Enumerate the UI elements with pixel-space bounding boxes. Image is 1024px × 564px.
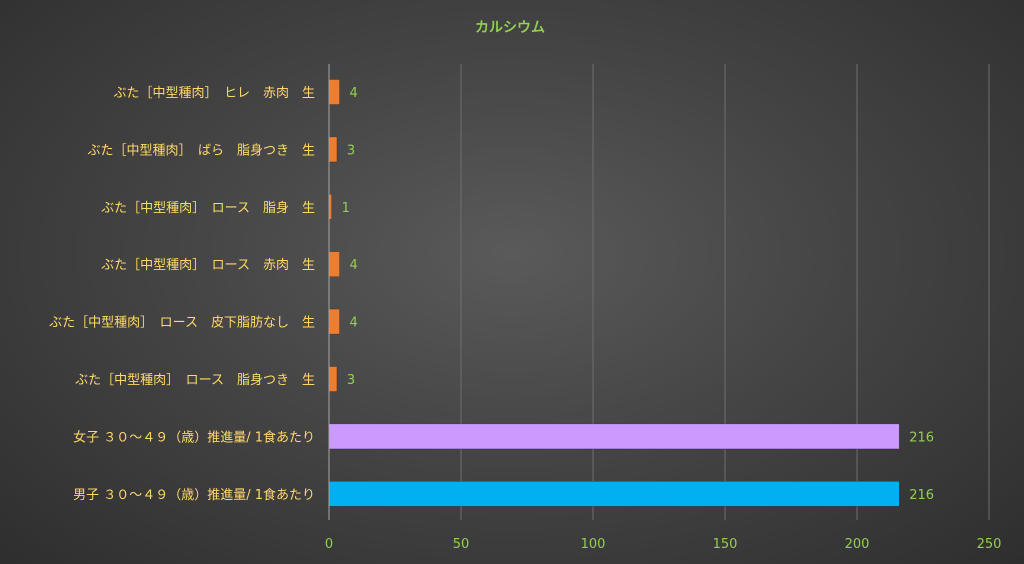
category-label: 女子 ３０～４９（歳）推進量/ 1食あたり [73, 429, 315, 445]
bar [328, 251, 340, 277]
x-tick-label: 100 [581, 537, 606, 552]
category-label: ぶた［中型種肉］ ロース 皮下脂肪なし 生 [49, 315, 315, 331]
category-labels: ぶた［中型種肉］ ヒレ 赤肉 生ぶた［中型種肉］ ばら 脂身つき 生ぶた［中型種… [49, 85, 315, 503]
bars [328, 79, 900, 507]
data-label: 3 [347, 143, 355, 158]
category-label: ぶた［中型種肉］ ロース 脂身つき 生 [75, 372, 315, 388]
bar [328, 366, 338, 392]
category-label: ぶた［中型種肉］ ヒレ 赤肉 生 [113, 85, 315, 101]
data-label: 3 [347, 373, 355, 388]
data-label: 4 [350, 86, 358, 101]
x-tick-label: 0 [325, 537, 333, 552]
data-labels: 4 3 1 4 4 3 216 216 [342, 86, 934, 503]
x-tick-label: 50 [453, 537, 470, 552]
bar [328, 136, 338, 163]
x-tick-label: 150 [713, 537, 738, 552]
x-tick-label: 250 [977, 537, 1002, 552]
chart-title: カルシウム [475, 20, 545, 36]
category-label: ぶた［中型種肉］ ロース 脂身 生 [101, 200, 315, 216]
x-tick-label: 200 [845, 537, 870, 552]
bar [328, 79, 340, 105]
data-label: 216 [909, 488, 934, 503]
data-label: 1 [342, 201, 350, 216]
data-label: 4 [350, 316, 358, 331]
x-axis-ticks: 0 50 100 150 200 250 [325, 537, 1002, 552]
bar [328, 308, 340, 335]
category-label: ぶた［中型種肉］ ロース 赤肉 生 [101, 257, 315, 273]
bar [328, 480, 900, 507]
gridlines [460, 64, 990, 520]
bar [328, 423, 900, 450]
data-label: 216 [909, 430, 934, 445]
category-label: 男子 ３０～４９（歳）推進量/ 1食あたり [73, 487, 315, 503]
category-label: ぶた［中型種肉］ ばら 脂身つき 生 [87, 142, 315, 158]
data-label: 4 [350, 258, 358, 273]
